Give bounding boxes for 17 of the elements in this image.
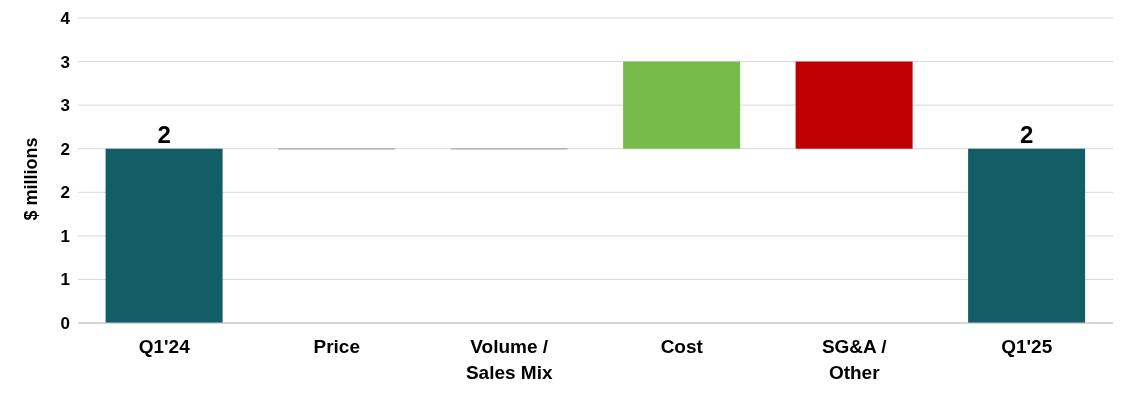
x-tick-label: Price	[313, 336, 360, 357]
data-label: 2	[157, 120, 171, 148]
x-tick-label: Cost	[660, 336, 704, 357]
y-tick-label: 2	[60, 139, 70, 159]
x-tick-label: Q1'25	[1001, 336, 1053, 357]
y-tick-label: 4	[60, 9, 71, 29]
y-tick-label: 3	[60, 52, 70, 72]
x-tick-label: Volume / Sales Mix	[465, 336, 553, 383]
y-axis-title: $ millions	[21, 137, 42, 221]
y-tick-label: 1	[60, 270, 70, 290]
x-tick-label: SG&A / Other	[821, 336, 888, 383]
y-tick-label: 3	[60, 96, 70, 116]
y-tick-label: 0	[60, 314, 70, 334]
data-label: 2	[1019, 120, 1034, 148]
y-tick-label: 2	[60, 183, 70, 203]
y-tick-label: 1	[60, 226, 70, 246]
x-tick-label: Q1'24	[138, 336, 191, 357]
